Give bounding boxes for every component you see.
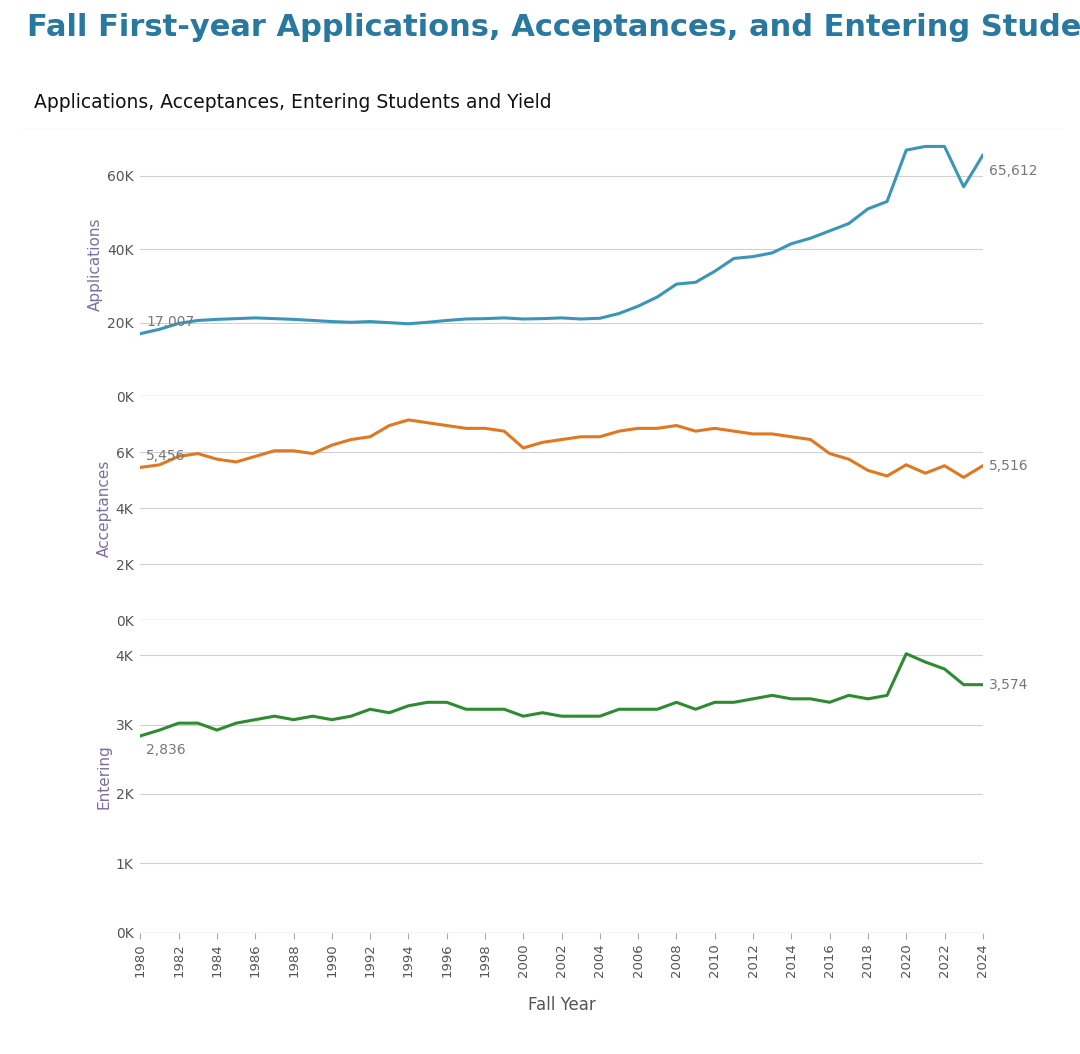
Y-axis label: Entering: Entering [97,744,112,809]
Text: 5,516: 5,516 [988,458,1028,473]
Text: 5,456: 5,456 [146,449,186,463]
Text: Fall Year: Fall Year [528,996,595,1014]
Text: Fall First-year Applications, Acceptances, and Entering Students: Fall First-year Applications, Acceptance… [27,14,1080,42]
Text: Applications, Acceptances, Entering Students and Yield: Applications, Acceptances, Entering Stud… [35,94,552,113]
Text: 3,574: 3,574 [988,678,1028,691]
Text: 65,612: 65,612 [988,164,1037,178]
Y-axis label: Applications: Applications [89,217,104,311]
Y-axis label: Acceptances: Acceptances [97,460,112,557]
Text: 2,836: 2,836 [146,743,186,757]
Text: 17,007: 17,007 [146,315,194,329]
